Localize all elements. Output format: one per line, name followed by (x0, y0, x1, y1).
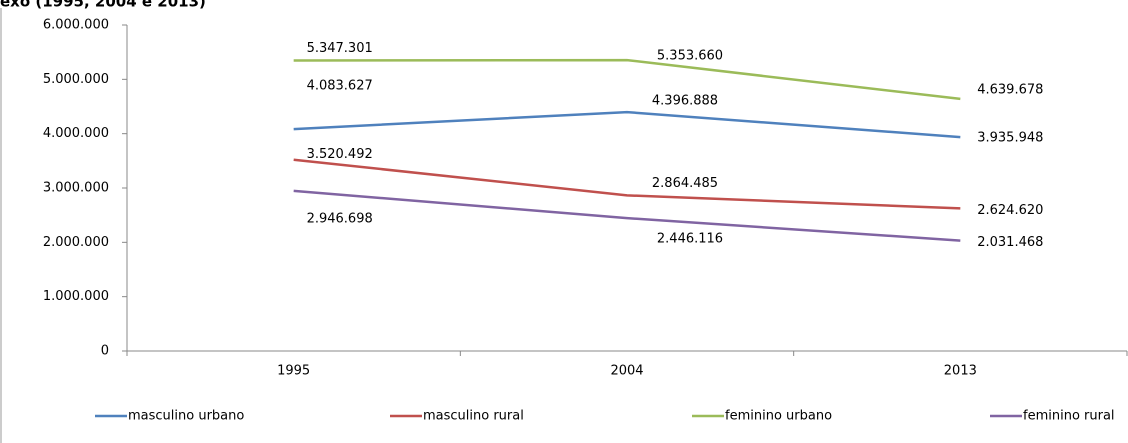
data-label: 2.864.485 (652, 176, 718, 191)
legend-label: feminino rural (1023, 409, 1115, 424)
y-tick-label: 1.000.000 (43, 289, 109, 304)
x-tick-label: 2004 (610, 364, 643, 379)
series-line (293, 110, 961, 139)
data-label: 2.031.468 (977, 235, 1043, 250)
data-label: 2.446.116 (657, 232, 723, 247)
legend-label: feminino urbano (725, 409, 832, 424)
chart-title: exo (1995, 2004 e 2013) (0, 0, 206, 11)
data-label: 5.353.660 (657, 49, 723, 64)
data-label: 5.347.301 (307, 41, 373, 56)
data-label: 2.624.620 (977, 203, 1043, 218)
data-label: 4.396.888 (652, 94, 718, 109)
data-label: 3.935.948 (977, 131, 1043, 146)
series-line (293, 158, 961, 210)
data-label: 4.639.678 (977, 82, 1043, 97)
y-tick-label: 3.000.000 (43, 181, 109, 196)
y-tick-label: 0 (101, 344, 109, 359)
data-label: 4.083.627 (307, 79, 373, 94)
y-tick-label: 4.000.000 (43, 126, 109, 141)
series-line (293, 189, 961, 242)
data-label: 3.520.492 (307, 147, 373, 162)
x-tick-label: 1995 (277, 364, 310, 379)
y-tick-label: 6.000.000 (43, 18, 109, 33)
y-tick-label: 5.000.000 (43, 72, 109, 87)
y-tick-label: 2.000.000 (43, 235, 109, 250)
x-tick-label: 2013 (944, 364, 977, 379)
series-line (293, 58, 961, 101)
legend-label: masculino urbano (128, 409, 244, 424)
data-label: 2.946.698 (307, 211, 373, 226)
legend-label: masculino rural (423, 409, 524, 424)
